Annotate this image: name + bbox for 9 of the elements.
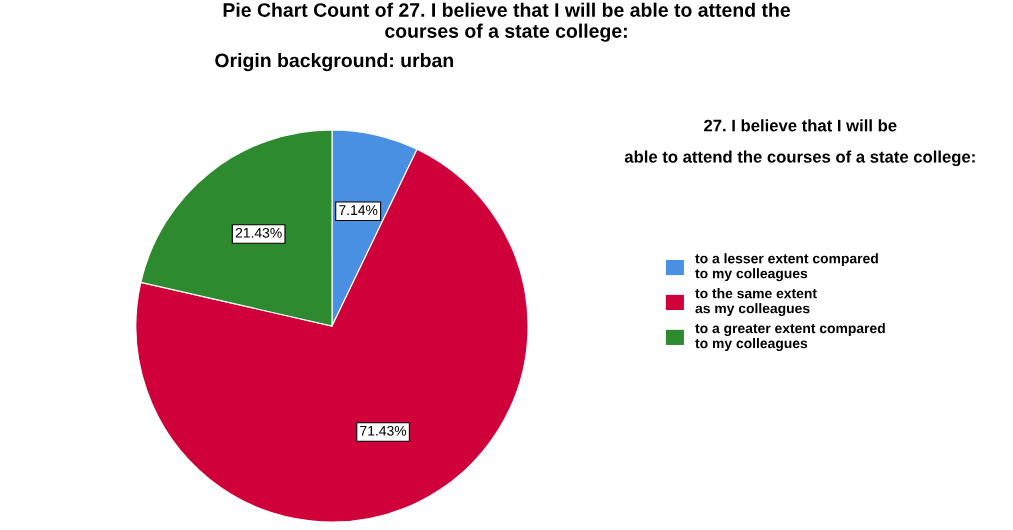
legend-title: 27. I believe that I will be able to attend the courses of a state college: (624, 119, 975, 167)
data-label: 7.14% (339, 205, 378, 215)
chart-subtitle: Origin background: urban (215, 53, 453, 72)
legend-label: to a lesser extent compared to my colleagues (695, 253, 878, 282)
data-label: 21.43% (235, 227, 282, 238)
legend-label: to the same extent as my colleagues (695, 288, 817, 317)
chart-title: Pie Chart Count of 27. I believe that I will be able to attend the courses of a state college: (223, 2, 791, 42)
data-label: 71.43% (360, 425, 407, 436)
legend-label: to a greater extent compared to my colleagues (695, 323, 885, 352)
